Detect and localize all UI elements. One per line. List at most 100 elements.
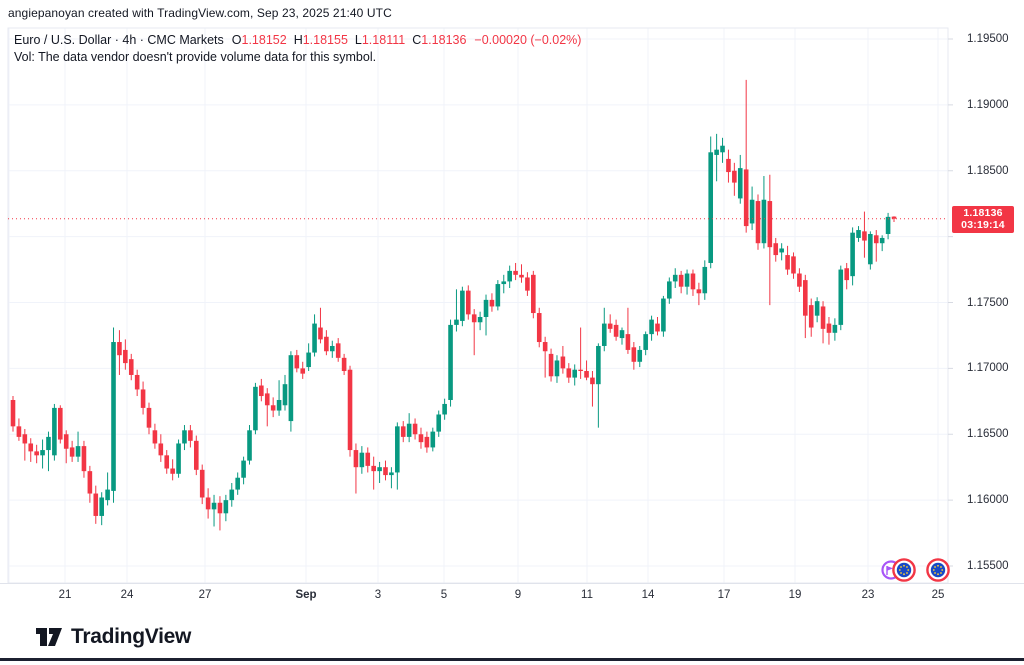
candle-up bbox=[667, 281, 672, 299]
candle-down bbox=[613, 324, 619, 337]
candle-down bbox=[560, 356, 566, 369]
candle-up bbox=[247, 430, 252, 461]
candle-up bbox=[176, 443, 181, 474]
candle-up bbox=[596, 345, 601, 385]
ohlc-values: O1.18152 H1.18155 L1.18111 C1.18136 bbox=[232, 33, 467, 47]
eu-flag-event-icon[interactable] bbox=[926, 558, 950, 582]
candle-down bbox=[217, 502, 223, 514]
candle-up bbox=[879, 237, 885, 244]
candle-up bbox=[229, 489, 235, 501]
candle-down bbox=[158, 443, 164, 456]
candle-up bbox=[507, 270, 512, 282]
candle-down bbox=[726, 158, 731, 173]
tradingview-logo-text: TradingView bbox=[71, 625, 192, 648]
candle-up bbox=[838, 269, 844, 325]
candle-down bbox=[690, 273, 696, 290]
candle-down bbox=[140, 389, 146, 408]
candle-down bbox=[146, 407, 152, 428]
candle-down bbox=[63, 434, 69, 449]
candle-down bbox=[341, 357, 347, 372]
candle-down bbox=[117, 342, 122, 356]
candle-up bbox=[885, 216, 891, 234]
candle-up bbox=[46, 436, 51, 451]
candle-down bbox=[465, 290, 471, 315]
candle-up bbox=[306, 352, 311, 368]
candle-up bbox=[460, 290, 465, 321]
candle-up bbox=[235, 477, 240, 490]
candle-up bbox=[554, 360, 560, 377]
candle-down bbox=[471, 314, 477, 323]
ohlc-item-l: L1.18111 bbox=[354, 33, 406, 47]
candle-down bbox=[696, 289, 702, 294]
candle-up bbox=[389, 472, 394, 476]
candle-up bbox=[495, 284, 501, 307]
candle-down bbox=[365, 452, 371, 466]
candle-up bbox=[241, 460, 246, 478]
candle-up bbox=[501, 281, 507, 285]
time-axis-label: 23 bbox=[861, 589, 875, 601]
candle-up bbox=[814, 301, 820, 316]
candle-down bbox=[93, 493, 99, 516]
candle-down bbox=[259, 385, 264, 397]
axis-corner-divider bbox=[948, 583, 1024, 584]
candle-down bbox=[199, 469, 205, 498]
price-axis[interactable]: 1.18136 03:19:14 1.19500 1.19000 1.18500 1.… bbox=[948, 28, 1024, 583]
candle-down bbox=[134, 374, 140, 390]
change-value: −0.00020 (−0.02%) bbox=[474, 33, 582, 47]
candle-down bbox=[69, 447, 75, 457]
candle-down bbox=[607, 323, 613, 329]
candle-up bbox=[288, 355, 294, 422]
candle-up bbox=[637, 349, 643, 362]
candle-down bbox=[808, 305, 814, 328]
candle-up bbox=[832, 324, 838, 333]
candle-down bbox=[188, 430, 193, 441]
candle-up bbox=[182, 430, 187, 444]
candle-down bbox=[335, 343, 341, 358]
candle-down bbox=[128, 359, 134, 375]
candle-down bbox=[791, 256, 796, 274]
candle-up bbox=[601, 323, 607, 346]
candle-down bbox=[34, 451, 39, 456]
candle-down bbox=[270, 405, 276, 411]
candle-down bbox=[58, 407, 63, 440]
candle-up bbox=[430, 431, 436, 448]
chart-legend: Euro / U.S. Dollar · 4h · CMC Markets O1… bbox=[14, 33, 581, 47]
price-axis-label: 1.18500 bbox=[967, 164, 1009, 177]
candle-up bbox=[282, 384, 288, 406]
eu-flag-event-icon[interactable] bbox=[892, 558, 916, 582]
attribution-text: angiepanoyan created with TradingView.co… bbox=[8, 6, 392, 20]
candle-up bbox=[406, 423, 412, 437]
time-axis[interactable]: 21 24 27 Sep 3 5 9 11 14 17 19 23 25 bbox=[0, 583, 948, 612]
time-axis-label: 19 bbox=[788, 589, 802, 601]
candle-down bbox=[193, 440, 199, 470]
bar-countdown: 03:19:14 bbox=[961, 219, 1005, 232]
candle-down bbox=[22, 434, 28, 444]
candle-up bbox=[436, 414, 442, 432]
candle-down bbox=[424, 436, 430, 448]
tradingview-logo[interactable]: TradingView bbox=[33, 625, 191, 649]
candle-down bbox=[803, 280, 808, 316]
candle-up bbox=[454, 319, 459, 325]
candle-up bbox=[483, 299, 489, 317]
candle-down bbox=[844, 268, 849, 281]
candle-down bbox=[566, 368, 572, 378]
candle-up bbox=[211, 502, 217, 510]
candle-up bbox=[377, 467, 382, 472]
candle-down bbox=[584, 371, 589, 378]
time-axis-label: 17 bbox=[717, 589, 731, 601]
candle-down bbox=[862, 231, 867, 241]
last-price-badge: 1.18136 03:19:14 bbox=[952, 205, 1014, 233]
candle-down bbox=[347, 369, 353, 451]
candle-down bbox=[743, 169, 749, 227]
candle-down bbox=[542, 342, 548, 352]
bottom-edge bbox=[0, 658, 1024, 661]
symbol-title[interactable]: Euro / U.S. Dollar · 4h · CMC Markets bbox=[14, 33, 224, 47]
price-axis-label: 1.15500 bbox=[967, 560, 1009, 572]
candle-up bbox=[643, 334, 648, 350]
candle-up bbox=[684, 273, 690, 287]
candle-down bbox=[300, 368, 306, 374]
candle-up bbox=[708, 152, 714, 263]
candle-down bbox=[371, 465, 376, 472]
candle-down bbox=[820, 306, 826, 329]
